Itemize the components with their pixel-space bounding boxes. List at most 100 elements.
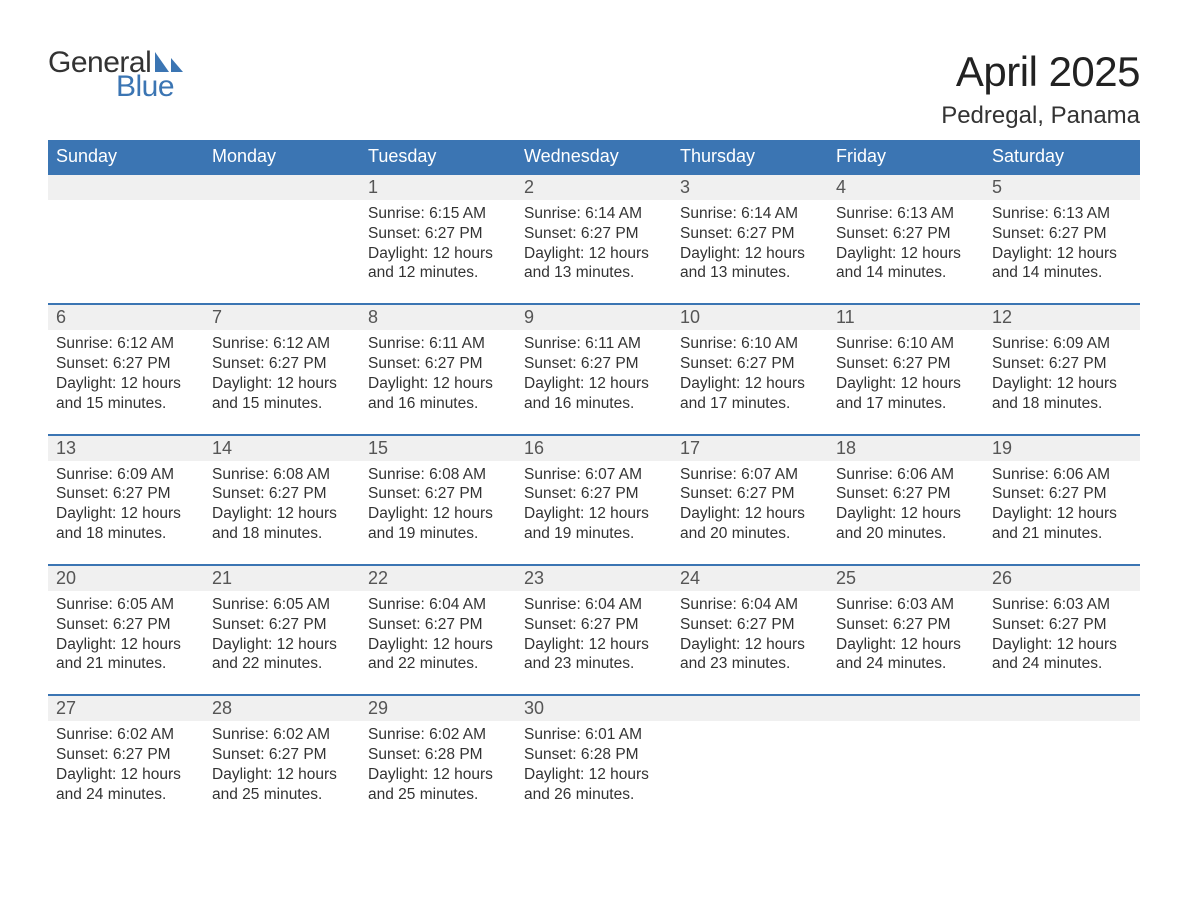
day-line-dl2: and 17 minutes. bbox=[680, 394, 820, 414]
day-line-dl1: Daylight: 12 hours bbox=[56, 374, 196, 394]
day-body: Sunrise: 6:15 AMSunset: 6:27 PMDaylight:… bbox=[360, 200, 516, 283]
day-number: 2 bbox=[516, 175, 672, 200]
day-cell: 7Sunrise: 6:12 AMSunset: 6:27 PMDaylight… bbox=[204, 305, 360, 433]
day-line-sunrise: Sunrise: 6:04 AM bbox=[680, 595, 820, 615]
day-line-dl1: Daylight: 12 hours bbox=[212, 374, 352, 394]
day-line-sunset: Sunset: 6:27 PM bbox=[836, 484, 976, 504]
day-line-sunrise: Sunrise: 6:06 AM bbox=[836, 465, 976, 485]
day-line-dl2: and 12 minutes. bbox=[368, 263, 508, 283]
day-line-sunset: Sunset: 6:27 PM bbox=[56, 484, 196, 504]
day-line-dl2: and 15 minutes. bbox=[56, 394, 196, 414]
day-line-dl2: and 24 minutes. bbox=[992, 654, 1132, 674]
day-line-sunrise: Sunrise: 6:12 AM bbox=[212, 334, 352, 354]
day-body: Sunrise: 6:07 AMSunset: 6:27 PMDaylight:… bbox=[516, 461, 672, 544]
day-cell bbox=[204, 175, 360, 303]
day-line-sunrise: Sunrise: 6:15 AM bbox=[368, 204, 508, 224]
day-number: 30 bbox=[516, 696, 672, 721]
day-body: Sunrise: 6:12 AMSunset: 6:27 PMDaylight:… bbox=[204, 330, 360, 413]
day-line-dl2: and 13 minutes. bbox=[524, 263, 664, 283]
day-line-dl1: Daylight: 12 hours bbox=[992, 374, 1132, 394]
day-number: 28 bbox=[204, 696, 360, 721]
day-line-dl1: Daylight: 12 hours bbox=[524, 374, 664, 394]
day-number bbox=[48, 175, 204, 200]
day-line-sunset: Sunset: 6:27 PM bbox=[56, 354, 196, 374]
day-body: Sunrise: 6:14 AMSunset: 6:27 PMDaylight:… bbox=[672, 200, 828, 283]
day-line-dl2: and 25 minutes. bbox=[212, 785, 352, 805]
logo-text-blue: Blue bbox=[116, 72, 183, 102]
day-line-sunset: Sunset: 6:28 PM bbox=[368, 745, 508, 765]
day-line-dl2: and 23 minutes. bbox=[680, 654, 820, 674]
day-line-dl2: and 25 minutes. bbox=[368, 785, 508, 805]
day-line-sunrise: Sunrise: 6:11 AM bbox=[524, 334, 664, 354]
day-line-sunset: Sunset: 6:27 PM bbox=[524, 615, 664, 635]
day-line-sunset: Sunset: 6:27 PM bbox=[368, 224, 508, 244]
day-number: 26 bbox=[984, 566, 1140, 591]
day-body: Sunrise: 6:05 AMSunset: 6:27 PMDaylight:… bbox=[204, 591, 360, 674]
day-line-dl1: Daylight: 12 hours bbox=[212, 635, 352, 655]
dow-cell: Sunday bbox=[48, 140, 204, 173]
day-number: 8 bbox=[360, 305, 516, 330]
day-body: Sunrise: 6:06 AMSunset: 6:27 PMDaylight:… bbox=[984, 461, 1140, 544]
day-number bbox=[672, 696, 828, 721]
day-body: Sunrise: 6:08 AMSunset: 6:27 PMDaylight:… bbox=[204, 461, 360, 544]
month-title: April 2025 bbox=[941, 48, 1140, 96]
week-row: 27Sunrise: 6:02 AMSunset: 6:27 PMDayligh… bbox=[48, 694, 1140, 824]
day-cell: 28Sunrise: 6:02 AMSunset: 6:27 PMDayligh… bbox=[204, 696, 360, 824]
day-cell: 3Sunrise: 6:14 AMSunset: 6:27 PMDaylight… bbox=[672, 175, 828, 303]
day-of-week-header: SundayMondayTuesdayWednesdayThursdayFrid… bbox=[48, 140, 1140, 173]
day-line-dl1: Daylight: 12 hours bbox=[56, 635, 196, 655]
day-line-dl2: and 20 minutes. bbox=[680, 524, 820, 544]
day-line-dl2: and 15 minutes. bbox=[212, 394, 352, 414]
day-line-sunset: Sunset: 6:27 PM bbox=[368, 484, 508, 504]
day-line-sunset: Sunset: 6:27 PM bbox=[992, 224, 1132, 244]
day-cell: 22Sunrise: 6:04 AMSunset: 6:27 PMDayligh… bbox=[360, 566, 516, 694]
day-body: Sunrise: 6:10 AMSunset: 6:27 PMDaylight:… bbox=[828, 330, 984, 413]
day-line-sunrise: Sunrise: 6:10 AM bbox=[836, 334, 976, 354]
day-line-dl1: Daylight: 12 hours bbox=[524, 504, 664, 524]
day-cell: 17Sunrise: 6:07 AMSunset: 6:27 PMDayligh… bbox=[672, 436, 828, 564]
day-line-sunrise: Sunrise: 6:13 AM bbox=[992, 204, 1132, 224]
day-cell bbox=[828, 696, 984, 824]
day-body: Sunrise: 6:13 AMSunset: 6:27 PMDaylight:… bbox=[984, 200, 1140, 283]
day-number: 20 bbox=[48, 566, 204, 591]
day-line-sunrise: Sunrise: 6:06 AM bbox=[992, 465, 1132, 485]
day-line-sunset: Sunset: 6:27 PM bbox=[212, 615, 352, 635]
day-line-dl1: Daylight: 12 hours bbox=[368, 504, 508, 524]
day-cell: 20Sunrise: 6:05 AMSunset: 6:27 PMDayligh… bbox=[48, 566, 204, 694]
day-cell: 4Sunrise: 6:13 AMSunset: 6:27 PMDaylight… bbox=[828, 175, 984, 303]
day-line-sunset: Sunset: 6:28 PM bbox=[524, 745, 664, 765]
day-line-sunset: Sunset: 6:27 PM bbox=[368, 354, 508, 374]
day-number: 29 bbox=[360, 696, 516, 721]
day-line-sunset: Sunset: 6:27 PM bbox=[992, 615, 1132, 635]
day-number: 12 bbox=[984, 305, 1140, 330]
day-line-dl2: and 22 minutes. bbox=[212, 654, 352, 674]
day-body: Sunrise: 6:09 AMSunset: 6:27 PMDaylight:… bbox=[48, 461, 204, 544]
day-line-sunset: Sunset: 6:27 PM bbox=[680, 615, 820, 635]
day-line-dl2: and 14 minutes. bbox=[836, 263, 976, 283]
day-number: 10 bbox=[672, 305, 828, 330]
day-body: Sunrise: 6:13 AMSunset: 6:27 PMDaylight:… bbox=[828, 200, 984, 283]
day-line-sunset: Sunset: 6:27 PM bbox=[836, 354, 976, 374]
day-body: Sunrise: 6:04 AMSunset: 6:27 PMDaylight:… bbox=[360, 591, 516, 674]
day-cell bbox=[672, 696, 828, 824]
day-number bbox=[204, 175, 360, 200]
week-row: 1Sunrise: 6:15 AMSunset: 6:27 PMDaylight… bbox=[48, 173, 1140, 303]
day-line-sunrise: Sunrise: 6:10 AM bbox=[680, 334, 820, 354]
day-line-sunrise: Sunrise: 6:02 AM bbox=[56, 725, 196, 745]
day-line-dl1: Daylight: 12 hours bbox=[524, 765, 664, 785]
day-line-dl2: and 21 minutes. bbox=[56, 654, 196, 674]
day-line-dl1: Daylight: 12 hours bbox=[992, 244, 1132, 264]
day-number: 15 bbox=[360, 436, 516, 461]
day-cell: 11Sunrise: 6:10 AMSunset: 6:27 PMDayligh… bbox=[828, 305, 984, 433]
day-line-sunset: Sunset: 6:27 PM bbox=[56, 745, 196, 765]
day-number: 23 bbox=[516, 566, 672, 591]
day-line-sunrise: Sunrise: 6:14 AM bbox=[680, 204, 820, 224]
day-line-dl1: Daylight: 12 hours bbox=[836, 504, 976, 524]
day-line-sunset: Sunset: 6:27 PM bbox=[56, 615, 196, 635]
day-line-sunset: Sunset: 6:27 PM bbox=[524, 354, 664, 374]
day-body: Sunrise: 6:08 AMSunset: 6:27 PMDaylight:… bbox=[360, 461, 516, 544]
day-cell: 26Sunrise: 6:03 AMSunset: 6:27 PMDayligh… bbox=[984, 566, 1140, 694]
day-number: 1 bbox=[360, 175, 516, 200]
day-number: 21 bbox=[204, 566, 360, 591]
dow-cell: Wednesday bbox=[516, 140, 672, 173]
